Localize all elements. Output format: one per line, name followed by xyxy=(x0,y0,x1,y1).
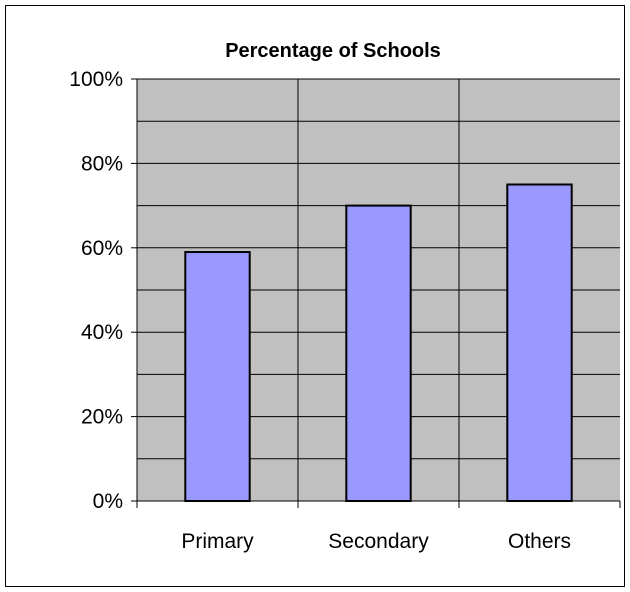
bar-primary xyxy=(184,251,251,502)
y-tick-label: 20% xyxy=(81,406,123,429)
y-tick-label: 80% xyxy=(81,152,123,175)
y-tick-label: 60% xyxy=(81,237,123,260)
bars xyxy=(184,183,573,502)
y-tick-label: 40% xyxy=(81,321,123,344)
bar-secondary xyxy=(345,204,412,502)
x-tick-label: Others xyxy=(508,530,571,553)
x-tick-label: Primary xyxy=(181,530,254,553)
chart-title: Percentage of Schools xyxy=(225,40,441,62)
y-tick-label: 100% xyxy=(69,68,123,91)
bar-others xyxy=(506,183,573,502)
axes: 0% 20% 40% 60% 80% 100% Primary Secondary Others xyxy=(69,68,621,553)
x-tick-label: Secondary xyxy=(328,530,429,553)
y-tick-label: 0% xyxy=(93,490,123,513)
